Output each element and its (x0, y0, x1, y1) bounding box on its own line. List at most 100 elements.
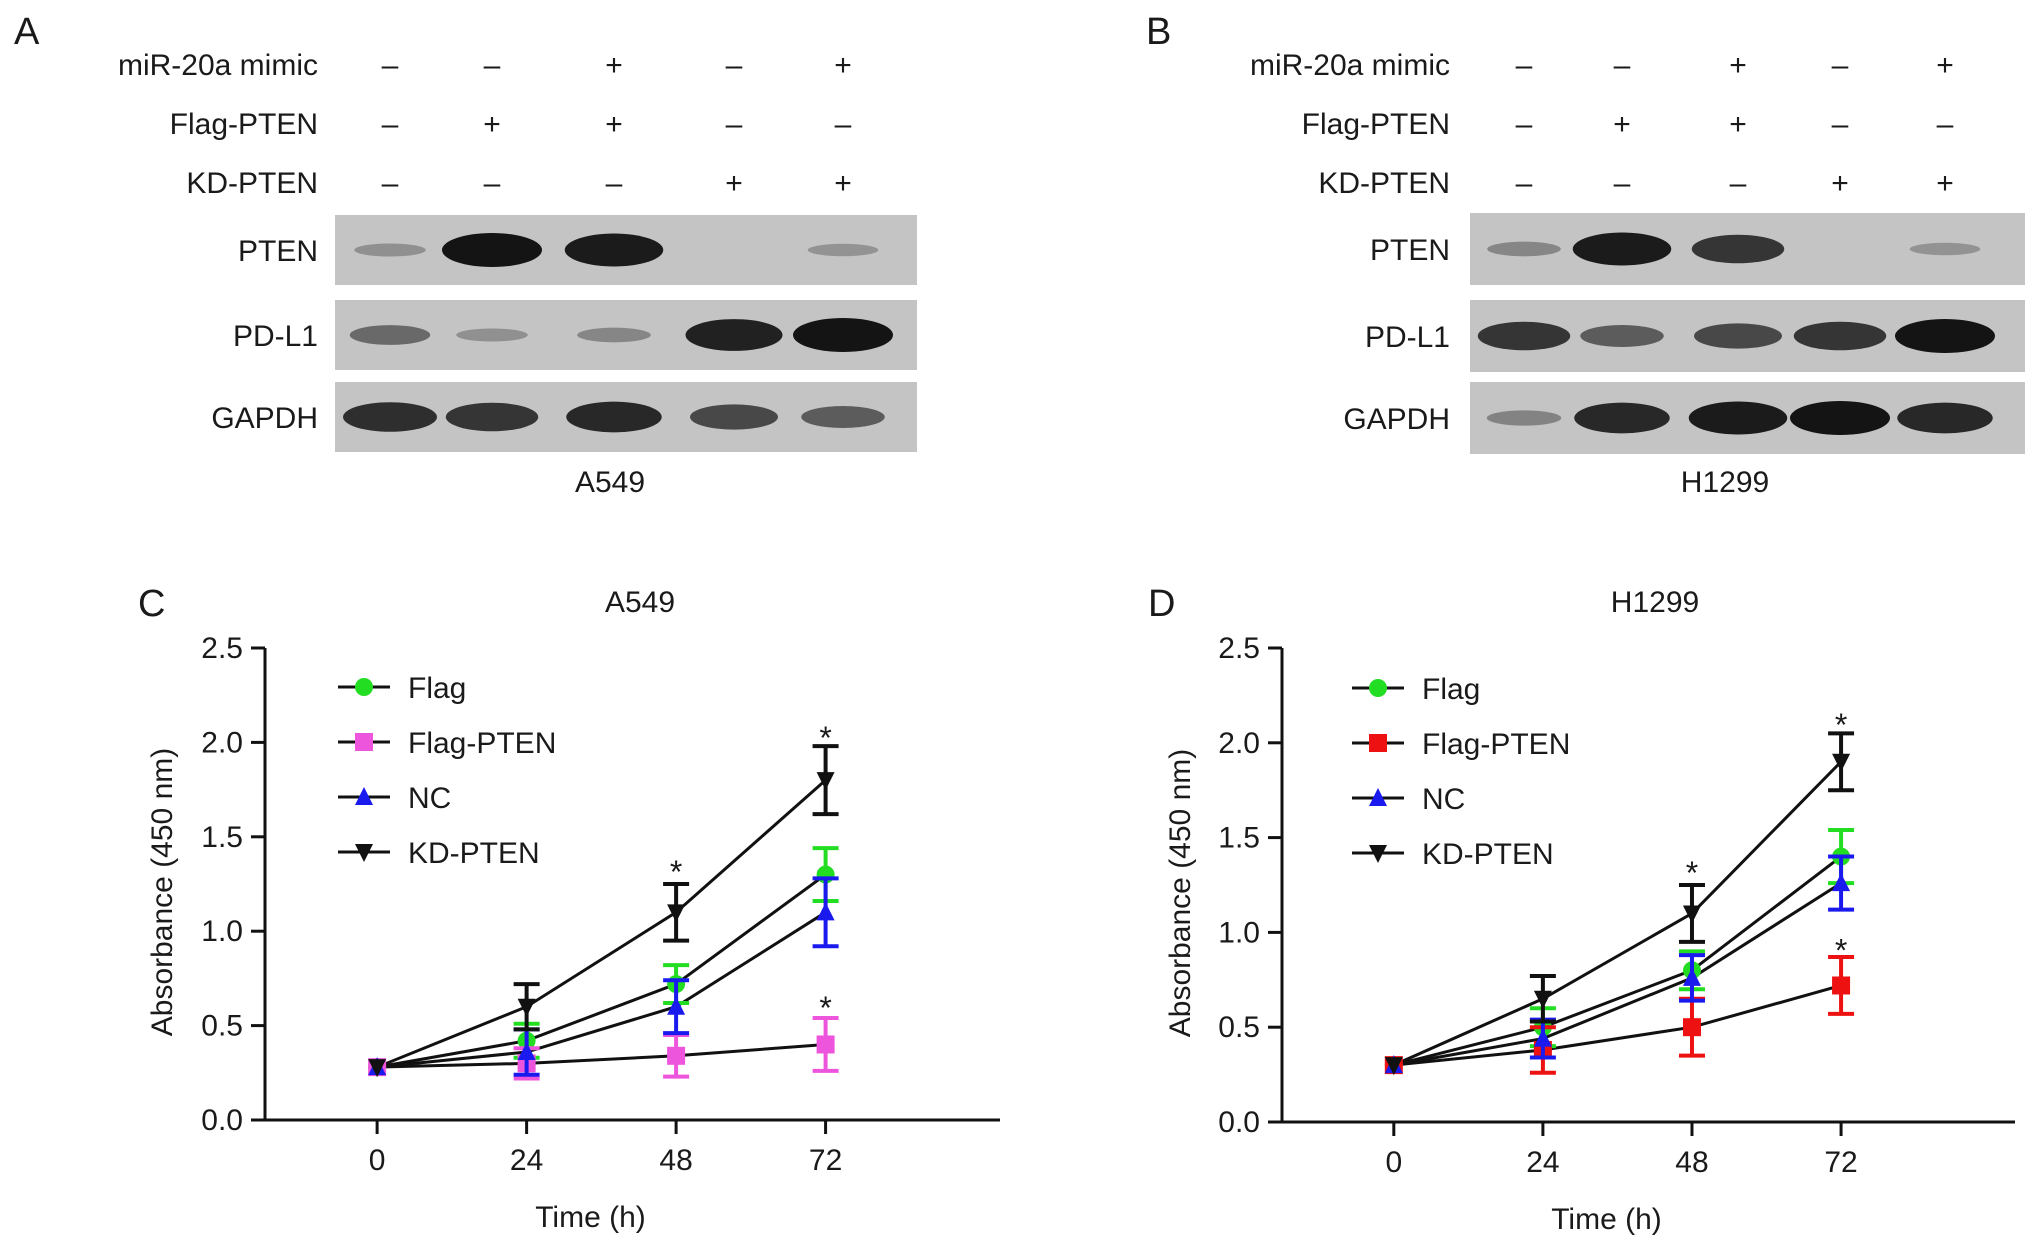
legend-label: NC (408, 782, 451, 815)
significance-asterisk: * (819, 990, 831, 1026)
lane-treatment-sign: + (483, 108, 501, 141)
y-tick-label: 0.5 (201, 1010, 243, 1043)
series-line (1393, 984, 1842, 1067)
data-point-marker (355, 733, 373, 751)
condition-label: miR-20a mimic (1250, 49, 1450, 82)
condition-label: KD-PTEN (1318, 167, 1450, 200)
data-point-marker (667, 996, 686, 1015)
lane-treatment-sign: + (834, 49, 852, 82)
lane-treatment-sign: – (726, 108, 743, 141)
lane-treatment-sign: – (606, 167, 623, 200)
data-point-marker (355, 844, 373, 862)
y-tick-label: 1.0 (201, 915, 243, 948)
band-label: GAPDH (211, 402, 318, 435)
data-point-marker (1682, 967, 1701, 986)
lane-treatment-sign: + (834, 167, 852, 200)
y-tick-label: 1.0 (1218, 916, 1260, 949)
significance-asterisk: * (1835, 933, 1847, 969)
data-point-marker (368, 1059, 387, 1078)
lane-treatment-sign: – (1832, 108, 1849, 141)
y-tick-label: 2.5 (1218, 632, 1260, 665)
blot-band (1694, 323, 1782, 349)
data-point-marker (1832, 873, 1851, 892)
x-tick-label: 0 (369, 1144, 386, 1177)
lane-treatment-sign: – (484, 49, 501, 82)
blot-band (442, 233, 542, 267)
blot-band (690, 404, 778, 430)
blot-band (1574, 402, 1670, 434)
data-point-marker (355, 787, 373, 805)
blot-band (1580, 325, 1664, 347)
chart-title: H1299 (1611, 586, 1699, 619)
lane-treatment-sign: + (1729, 108, 1747, 141)
blot-band (456, 328, 528, 342)
lane-treatment-sign: – (382, 167, 399, 200)
data-point-marker (1384, 1057, 1403, 1076)
y-tick-label: 0.0 (1218, 1106, 1260, 1139)
series-line (376, 911, 827, 1069)
lane-treatment-sign: + (725, 167, 743, 200)
data-point-marker (1533, 990, 1552, 1009)
blot-band (1572, 232, 1672, 266)
significance-asterisk: * (670, 854, 682, 890)
x-tick-label: 72 (809, 1144, 842, 1177)
blot-band (566, 401, 662, 433)
x-tick-label: 24 (510, 1144, 543, 1177)
blot-band (685, 319, 783, 351)
condition-label: Flag-PTEN (170, 108, 318, 141)
lane-treatment-sign: – (1832, 49, 1849, 82)
band-label: PTEN (1370, 234, 1450, 267)
cell-line-label: A549 (575, 466, 645, 499)
blot-band (1895, 319, 1995, 353)
legend-label: Flag (408, 672, 466, 705)
series-line (376, 873, 827, 1069)
band-label: PTEN (238, 235, 318, 268)
blot-band (564, 233, 664, 267)
y-tick-label: 1.5 (1218, 822, 1260, 855)
data-point-marker (1832, 976, 1851, 995)
lane-treatment-sign: – (1730, 167, 1747, 200)
data-point-marker (1533, 1028, 1552, 1047)
panel-label: D (1148, 583, 1175, 625)
blot-band (1793, 321, 1887, 351)
lane-treatment-sign: – (1614, 49, 1631, 82)
x-tick-label: 24 (1526, 1146, 1559, 1179)
data-point-marker (816, 772, 835, 791)
blot-band (1487, 241, 1561, 257)
band-label: PD-L1 (233, 320, 318, 353)
data-point-marker (355, 678, 373, 696)
series-line (1393, 855, 1842, 1067)
lane-treatment-sign: – (382, 49, 399, 82)
condition-label: Flag-PTEN (1302, 108, 1450, 141)
lane-treatment-sign: – (382, 108, 399, 141)
legend-label: Flag (1422, 673, 1480, 706)
blot-band (349, 325, 431, 345)
panel-label: A (14, 11, 40, 53)
y-tick-label: 2.5 (201, 632, 243, 665)
data-point-marker (1369, 734, 1387, 752)
series-line (376, 779, 827, 1069)
lane-treatment-sign: – (726, 49, 743, 82)
cell-line-label: H1299 (1681, 466, 1769, 499)
lane-treatment-sign: + (1613, 108, 1631, 141)
y-axis-label: Absorbance (450 nm) (146, 748, 179, 1037)
lane-treatment-sign: – (1614, 167, 1631, 200)
data-point-marker (667, 1046, 686, 1065)
legend-label: Flag-PTEN (1422, 728, 1570, 761)
blot-band (1897, 402, 1993, 434)
series-line (1393, 760, 1843, 1067)
data-point-marker (816, 1035, 835, 1054)
series-line (377, 1042, 826, 1069)
panel-label: C (138, 583, 165, 625)
lane-treatment-sign: + (1936, 167, 1954, 200)
lane-treatment-sign: – (1516, 49, 1533, 82)
band-label: PD-L1 (1365, 321, 1450, 354)
data-point-marker (1369, 679, 1387, 697)
blot-band (1790, 401, 1890, 435)
x-axis-label: Time (h) (1551, 1203, 1662, 1236)
data-point-marker (1682, 905, 1701, 924)
line-chart-panel-d: D H1299 0.0 0.5 1.0 1.5 2.0 2.5 0 24 48 72 Time (h) A… (1148, 583, 2015, 1236)
